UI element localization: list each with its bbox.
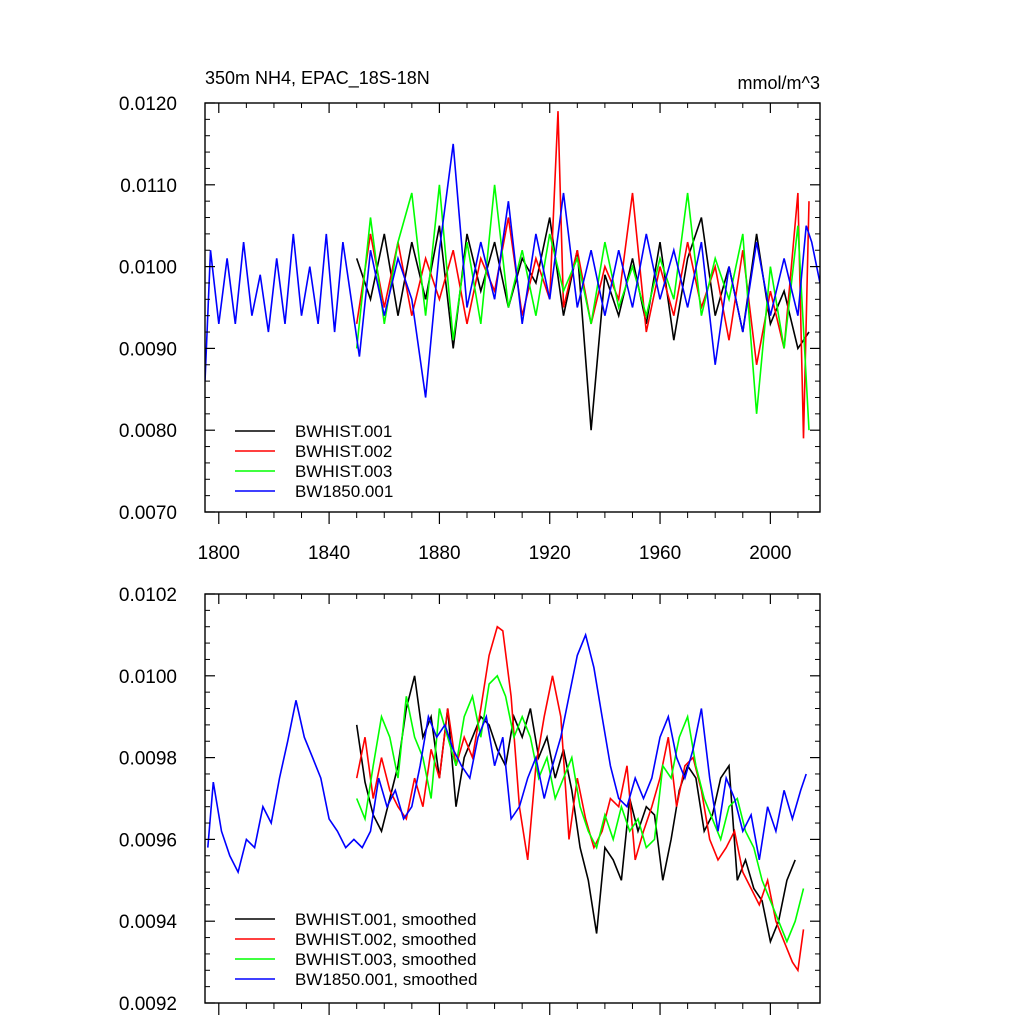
legend-label: BWHIST.003, smoothed	[295, 950, 476, 969]
y-tick-label: 0.0092	[119, 994, 177, 1015]
y-tick-label: 0.0102	[119, 585, 177, 606]
y-tick-label: 0.0094	[119, 912, 178, 933]
series-line-bottom-3	[207, 632, 807, 875]
y-tick-label: 0.0090	[119, 339, 177, 360]
legend-label: BW1850.001, smoothed	[295, 970, 477, 989]
x-tick-label: 1880	[418, 543, 460, 564]
y-tick-label: 0.0070	[119, 503, 177, 524]
y-tick-label: 0.0080	[119, 421, 177, 442]
y-tick-label: 0.0100	[119, 667, 177, 688]
y-tick-label: 0.0110	[120, 176, 177, 197]
legend-label: BWHIST.002	[295, 442, 392, 461]
y-tick-label: 0.0096	[119, 830, 177, 851]
legend-label: BWHIST.001, smoothed	[295, 910, 476, 929]
x-tick-label: 1800	[198, 543, 240, 564]
legend-label: BWHIST.001	[295, 422, 392, 441]
top-panel: 350m NH4, EPAC_18S-18N mmol/m^3 0.0070 0.…	[119, 68, 821, 564]
series-line-bottom-1	[355, 625, 805, 973]
bottom-panel: 0.0092 0.0094 0.0096 0.0098 0.0100 0.0102 BWHI…	[119, 585, 821, 1015]
y-tick-label: 0.0120	[119, 94, 177, 115]
series-line-top-2	[355, 184, 810, 431]
series-line-bottom-2	[355, 674, 805, 944]
y-tick-label: 0.0100	[119, 258, 177, 279]
y-tick-label: 0.0098	[119, 749, 177, 770]
legend-label: BWHIST.003	[295, 462, 392, 481]
x-tick-label: 1920	[529, 543, 571, 564]
top-panel-title: 350m NH4, EPAC_18S-18N	[205, 68, 430, 89]
legend-label: BWHIST.002, smoothed	[295, 930, 476, 949]
plot-frame	[204, 102, 821, 513]
plot-frame	[204, 593, 821, 1004]
x-tick-label: 1840	[308, 543, 350, 564]
x-tick-label: 1960	[639, 543, 681, 564]
top-panel-units: mmol/m^3	[738, 73, 820, 93]
legend-label: BW1850.001	[295, 482, 393, 501]
x-tick-label: 2000	[749, 543, 791, 564]
series-line-top-3	[205, 143, 820, 398]
